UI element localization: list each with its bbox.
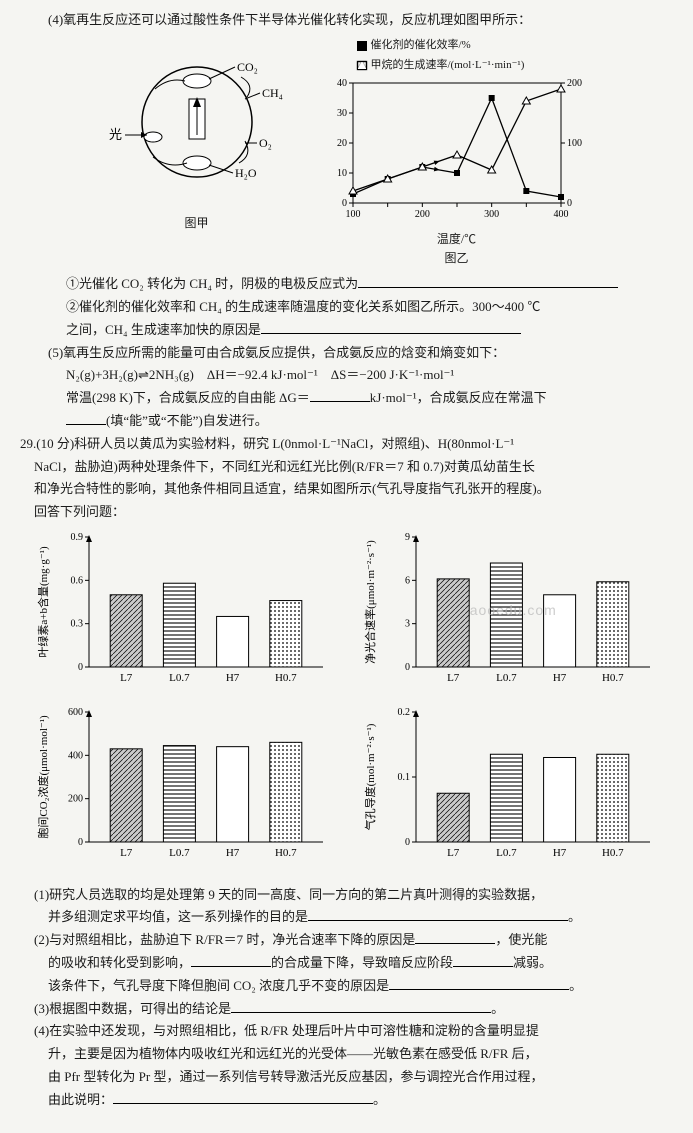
item5-l1: (5)氧再生反应所需的能量可由合成氨反应提供，合成氨反应的焓变和熵变如下：: [20, 343, 673, 364]
svg-text:200: 200: [68, 793, 83, 804]
svg-text:H0.7: H0.7: [275, 672, 297, 684]
svg-text:L0.7: L0.7: [496, 672, 517, 684]
q29-s3: (3)根据图中数据，可得出的结论是。: [20, 999, 673, 1020]
svg-text:L7: L7: [120, 847, 133, 859]
svg-text:600: 600: [68, 707, 83, 718]
q29-s1a: (1)研究人员选取的均是处理第 9 天的同一高度、同一方向的第二片真叶测得的实验…: [20, 885, 673, 906]
svg-text:H0.7: H0.7: [275, 847, 297, 859]
svg-text:400: 400: [68, 750, 83, 761]
svg-text:0.9: 0.9: [71, 532, 84, 543]
fig-jia: CO₂ CH₄ O₂ H₂O 光 图甲: [97, 37, 297, 268]
item4-intro: (4)氧再生反应还可以通过酸性条件下半导体光催化转化实现，反应机理如图甲所示：: [20, 10, 673, 31]
fig-yi-svg: 1002003004000102030400100200: [317, 77, 597, 227]
svg-text:净光合速率(μmol·m⁻²·s⁻¹): 净光合速率(μmol·m⁻²·s⁻¹): [363, 540, 377, 664]
item5-eq: N₂(g)+3H₂(g)⇌2NH₃(g) ΔH＝−92.4 kJ·mol⁻¹ Δ…: [20, 365, 673, 386]
svg-text:气孔导度(mol·m⁻²·s⁻¹): 气孔导度(mol·m⁻²·s⁻¹): [363, 723, 377, 830]
svg-text:H₂O: H₂O: [235, 166, 257, 180]
q29-s2c: 的吸收和转化受到影响，的合成量下降，导致暗反应阶段减弱。: [20, 953, 673, 974]
svg-text:9: 9: [405, 532, 410, 543]
svg-text:H7: H7: [226, 847, 240, 859]
fig-jia-caption: 图甲: [97, 214, 297, 233]
svg-text:胞间CO₂浓度(μmol·mol⁻¹): 胞间CO₂浓度(μmol·mol⁻¹): [36, 715, 50, 839]
svg-text:CH₄: CH₄: [262, 86, 283, 100]
q29-s2a: (2)与对照组相比，盐胁迫下 R/FR＝7 时，净光合速率下降的原因是，使光能: [20, 930, 673, 951]
svg-text:0: 0: [405, 662, 410, 673]
svg-text:叶绿素a+b含量(mg·g⁻¹): 叶绿素a+b含量(mg·g⁻¹): [36, 546, 50, 658]
svg-text:200: 200: [567, 78, 582, 89]
svg-text:6: 6: [405, 575, 410, 586]
svg-text:10: 10: [337, 168, 347, 179]
svg-text:0.6: 0.6: [71, 575, 84, 586]
q29-head3: 和净光合特性的影响，其他条件相同且适宜，结果如图所示(气孔导度指气孔张开的程度)…: [20, 479, 673, 500]
svg-text:0: 0: [78, 837, 83, 848]
q29-head: 29.(10 分)科研人员以黄瓜为实验材料，研究 L(0nmol·L⁻¹NaCl…: [20, 434, 673, 455]
svg-text:CO₂: CO₂: [237, 60, 258, 74]
svg-text:L0.7: L0.7: [169, 672, 190, 684]
fig-yi-legend: 催化剂的催化效率/% 甲烷的生成速率/(mol·L⁻¹·min⁻¹): [317, 37, 597, 77]
svg-text:30: 30: [337, 108, 347, 119]
svg-text:H7: H7: [226, 672, 240, 684]
q29-s4c: 由 Pfr 型转化为 Pr 型，通过一系列信号转导激活光反应基因，参与调控光合作…: [20, 1067, 673, 1088]
item4-q1: ①光催化 CO₂ 转化为 CH₄ 时，阴极的电极反应式为: [20, 274, 673, 295]
q29-s4d: 由此说明：。: [20, 1090, 673, 1111]
svg-text:3: 3: [405, 619, 410, 630]
watermark: aooedu.com: [470, 599, 557, 621]
q29-chart-1: 0 3 6 9 净光合速率(μmol·m⁻²·s⁻¹) L7 L0.7 H7 H0.7 aooed…: [360, 529, 660, 696]
item4-q2a: ②催化剂的催化效率和 CH₄ 的生成速率随温度的变化关系如图乙所示。300～40…: [20, 297, 673, 318]
svg-text:100: 100: [567, 138, 582, 149]
svg-text:O₂: O₂: [259, 136, 272, 150]
svg-text:400: 400: [553, 209, 568, 220]
svg-text:光: 光: [109, 127, 122, 142]
q29-charts: 0 0.3 0.6 0.9 叶绿素a+b含量(mg·g⁻¹) L7 L0.7 H7 H0.7 0 3…: [20, 529, 673, 879]
svg-text:H7: H7: [553, 847, 567, 859]
q29-s2f: 该条件下，气孔导度下降但胞间 CO₂ 浓度几乎不变的原因是。: [20, 976, 673, 997]
svg-text:L0.7: L0.7: [496, 847, 517, 859]
svg-text:20: 20: [337, 138, 347, 149]
fig-yi: 催化剂的催化效率/% 甲烷的生成速率/(mol·L⁻¹·min⁻¹) 10020…: [317, 37, 597, 268]
fig-yi-caption: 图乙: [317, 249, 597, 268]
q29-chart-3: 0 0.1 0.2 气孔导度(mol·m⁻²·s⁻¹) L7 L0.7 H7 H0.7: [360, 704, 660, 871]
q29-s1b: 并多组测定求平均值，这一系列操作的目的是。: [20, 907, 673, 928]
q29-head2: NaCl，盐胁迫)两种处理条件下，不同红光和远红光比例(R/FR＝7 和 0.7…: [20, 457, 673, 478]
svg-text:0.3: 0.3: [71, 619, 84, 630]
svg-text:H0.7: H0.7: [602, 847, 624, 859]
svg-text:0: 0: [342, 198, 347, 209]
svg-text:0.1: 0.1: [397, 772, 410, 783]
svg-text:L7: L7: [120, 672, 133, 684]
fig-yi-xlabel: 温度/℃: [437, 232, 476, 246]
q29-s4b: 升，主要是因为植物体内吸收红光和远红光的光受体——光敏色素在感受低 R/FR 后…: [20, 1044, 673, 1065]
svg-text:100: 100: [345, 209, 360, 220]
svg-text:40: 40: [337, 78, 347, 89]
svg-text:L7: L7: [447, 847, 460, 859]
svg-text:0: 0: [405, 837, 410, 848]
svg-text:0: 0: [567, 198, 572, 209]
item5-l4: (填“能”或“不能”)自发进行。: [20, 411, 673, 432]
fig-jia-svg: CO₂ CH₄ O₂ H₂O 光: [97, 37, 297, 207]
q29-chart-0: 0 0.3 0.6 0.9 叶绿素a+b含量(mg·g⁻¹) L7 L0.7 H7 H0.7: [33, 529, 333, 696]
item4-q2b: 之间，CH₄ 生成速率加快的原因是: [20, 320, 673, 341]
q29-chart-2: 0 200 400 600 胞间CO₂浓度(μmol·mol⁻¹) L7 L0.7 H7 H0.…: [33, 704, 333, 871]
svg-text:0: 0: [78, 662, 83, 673]
svg-text:200: 200: [414, 209, 429, 220]
svg-text:L0.7: L0.7: [169, 847, 190, 859]
svg-text:L7: L7: [447, 672, 460, 684]
svg-text:0.2: 0.2: [397, 707, 410, 718]
q29-head4: 回答下列问题：: [20, 502, 673, 523]
figures-4: CO₂ CH₄ O₂ H₂O 光 图甲 催化剂的催化效率/% 甲烷的生成速率/(…: [20, 37, 673, 268]
svg-text:H0.7: H0.7: [602, 672, 624, 684]
item5-l3: 常温(298 K)下，合成氨反应的自由能 ΔG＝kJ·mol⁻¹，合成氨反应在常…: [20, 388, 673, 409]
q29-s4a: (4)在实验中还发现，与对照组相比，低 R/FR 处理后叶片中可溶性糖和淀粉的含…: [20, 1021, 673, 1042]
svg-text:H7: H7: [553, 672, 567, 684]
svg-text:300: 300: [484, 209, 499, 220]
